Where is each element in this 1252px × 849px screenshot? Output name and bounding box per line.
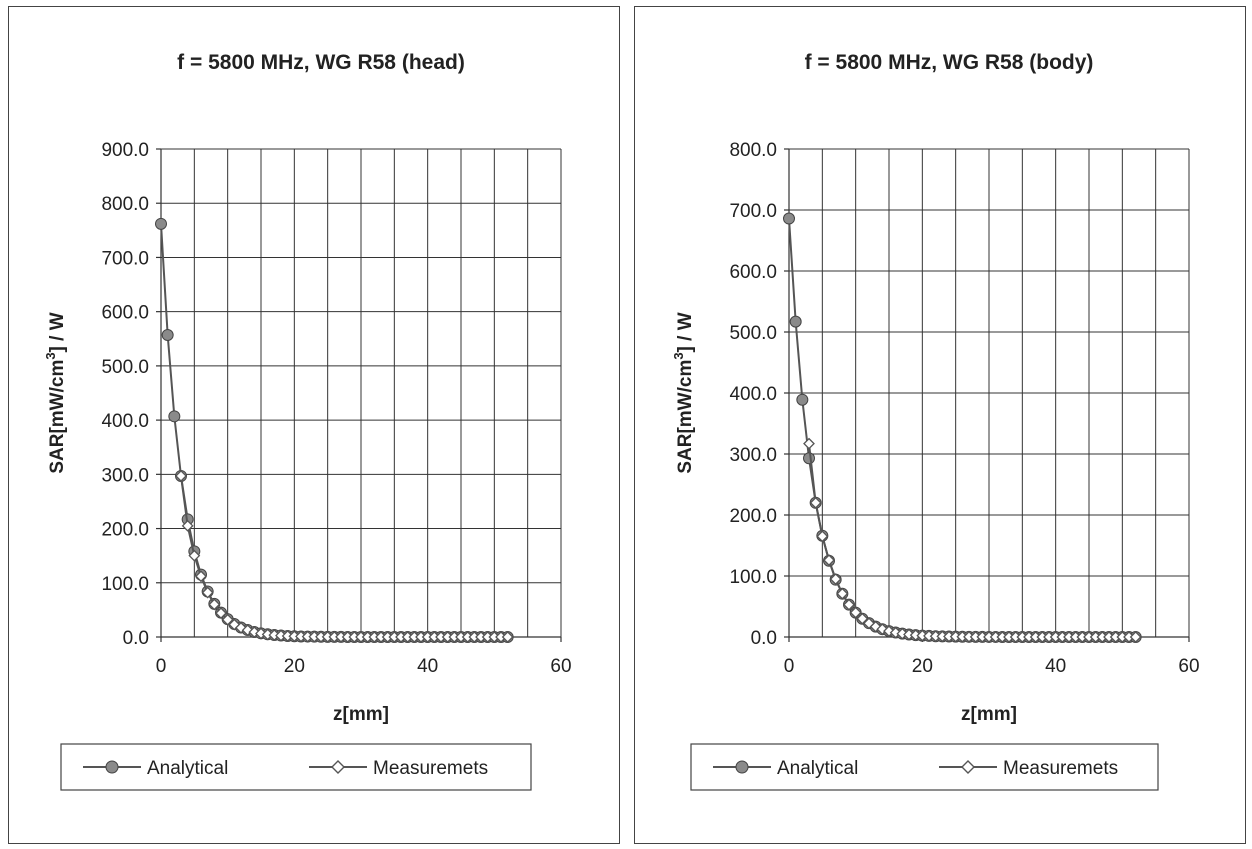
y-tick-label: 700.0 bbox=[729, 201, 777, 222]
analytical-point bbox=[168, 410, 181, 423]
x-axis-title: z[mm] bbox=[333, 704, 389, 725]
chart-body: f = 5800 MHz, WG R58 (body) 0.0 100.0 200.0… bbox=[671, 51, 1200, 791]
y-tick-label: 100.0 bbox=[101, 574, 149, 595]
x-tick-label: 60 bbox=[1178, 656, 1199, 677]
y-axis-title: SAR[mW/cm3] / W bbox=[43, 312, 68, 473]
measurement-point bbox=[856, 612, 869, 625]
y-tick-label: 200.0 bbox=[729, 506, 777, 527]
y-tick-label: 500.0 bbox=[729, 323, 777, 344]
analytical-point bbox=[155, 217, 167, 230]
analytical-point bbox=[789, 315, 802, 328]
measurement-point bbox=[215, 607, 227, 620]
x-tick-label: 60 bbox=[550, 656, 571, 677]
y-tick-label: 0.0 bbox=[751, 628, 777, 649]
x-tick-label: 20 bbox=[912, 656, 933, 677]
measurement-point bbox=[849, 606, 862, 619]
legend-label-measuremets: Measuremets bbox=[373, 758, 488, 779]
legend-marker-diamond bbox=[961, 760, 975, 774]
y-tick-label: 200.0 bbox=[101, 520, 149, 541]
y-axis-title: SAR[mW/cm3] / W bbox=[671, 312, 696, 473]
legend: Analytical Measuremets bbox=[60, 743, 532, 791]
measurement-point bbox=[803, 437, 815, 450]
measurement-point bbox=[809, 496, 822, 509]
y-tick-label: 300.0 bbox=[729, 445, 777, 466]
y-tick-label: 700.0 bbox=[101, 248, 149, 269]
y-tick-label: 800.0 bbox=[729, 140, 777, 161]
measurement-point bbox=[843, 598, 855, 611]
legend-label-measuremets: Measuremets bbox=[1003, 758, 1118, 779]
analytical-point bbox=[161, 328, 174, 341]
y-tick-label: 400.0 bbox=[101, 411, 149, 432]
analytical-point bbox=[803, 452, 815, 465]
y-tick-label: 600.0 bbox=[101, 303, 149, 324]
measurement-point bbox=[221, 613, 234, 626]
measurement-point bbox=[816, 530, 829, 543]
measurement-point bbox=[208, 598, 221, 611]
chart-title: f = 5800 MHz, WG R58 (head) bbox=[177, 51, 465, 74]
y-tick-label: 100.0 bbox=[729, 567, 777, 588]
x-tick-label: 0 bbox=[784, 656, 795, 677]
measurement-point bbox=[823, 554, 835, 567]
legend-label-analytical: Analytical bbox=[777, 758, 858, 779]
measurement-point bbox=[195, 570, 207, 583]
x-tick-label: 40 bbox=[417, 656, 438, 677]
x-tick-label: 20 bbox=[284, 656, 305, 677]
y-tick-label: 300.0 bbox=[101, 465, 149, 486]
y-tick-label: 400.0 bbox=[729, 384, 777, 405]
x-axis-title: z[mm] bbox=[961, 704, 1017, 725]
legend-marker-circle bbox=[105, 760, 119, 774]
y-tick-label: 800.0 bbox=[101, 194, 149, 215]
x-tick-label: 0 bbox=[156, 656, 167, 677]
chart-panel-head: f = 5800 MHz, WG R58 (head) 0.0 100.0 200.0… bbox=[8, 6, 620, 844]
legend-label-analytical: Analytical bbox=[147, 758, 228, 779]
measurement-point bbox=[1129, 631, 1142, 643]
analytical-point bbox=[783, 212, 795, 225]
y-tick-label: 500.0 bbox=[101, 357, 149, 378]
legend-marker-circle bbox=[735, 760, 749, 774]
measurement-point bbox=[181, 519, 194, 532]
measurement-point bbox=[501, 631, 514, 643]
measurement-point bbox=[836, 587, 849, 600]
analytical-point bbox=[796, 393, 809, 406]
measurement-point bbox=[188, 549, 201, 562]
legend-marker-diamond bbox=[331, 760, 345, 774]
measurement-point bbox=[201, 586, 214, 599]
measurement-point bbox=[175, 470, 187, 482]
series-line-measuremets bbox=[180, 475, 508, 638]
y-tick-label: 0.0 bbox=[123, 628, 149, 649]
series-line-analytical bbox=[788, 218, 1136, 638]
y-tick-label: 600.0 bbox=[729, 262, 777, 283]
chart-panel-body: f = 5800 MHz, WG R58 (body) 0.0 100.0 200.0… bbox=[634, 6, 1246, 844]
legend: Analytical Measuremets bbox=[690, 743, 1159, 791]
chart-head: f = 5800 MHz, WG R58 (head) 0.0 100.0 200.0… bbox=[43, 51, 572, 791]
x-tick-label: 40 bbox=[1045, 656, 1066, 677]
y-tick-label: 900.0 bbox=[101, 140, 149, 161]
chart-title: f = 5800 MHz, WG R58 (body) bbox=[805, 51, 1094, 74]
measurement-point bbox=[829, 573, 842, 585]
series-line-analytical bbox=[160, 223, 508, 638]
